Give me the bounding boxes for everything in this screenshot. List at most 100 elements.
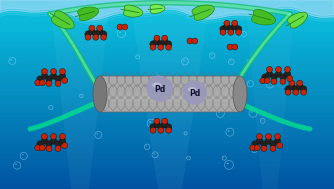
Polygon shape xyxy=(0,170,334,173)
Polygon shape xyxy=(0,9,334,13)
Polygon shape xyxy=(0,63,334,66)
Polygon shape xyxy=(0,151,334,154)
Polygon shape xyxy=(51,11,74,29)
Ellipse shape xyxy=(268,83,270,84)
Polygon shape xyxy=(287,12,308,28)
Ellipse shape xyxy=(162,35,168,41)
Ellipse shape xyxy=(122,24,128,30)
Ellipse shape xyxy=(289,80,295,86)
Ellipse shape xyxy=(165,124,172,130)
Polygon shape xyxy=(0,123,334,126)
Ellipse shape xyxy=(154,121,160,128)
Ellipse shape xyxy=(274,138,281,144)
Ellipse shape xyxy=(251,111,253,113)
Polygon shape xyxy=(0,142,334,145)
Polygon shape xyxy=(0,16,334,19)
Ellipse shape xyxy=(280,78,286,84)
Ellipse shape xyxy=(301,89,307,95)
Ellipse shape xyxy=(228,130,230,132)
Ellipse shape xyxy=(149,122,151,123)
Ellipse shape xyxy=(270,141,276,147)
Polygon shape xyxy=(0,164,334,167)
Ellipse shape xyxy=(165,41,172,47)
Ellipse shape xyxy=(265,138,272,144)
Ellipse shape xyxy=(147,76,170,99)
Polygon shape xyxy=(0,50,334,53)
Ellipse shape xyxy=(183,81,205,103)
Polygon shape xyxy=(0,173,334,176)
Ellipse shape xyxy=(254,145,260,151)
Polygon shape xyxy=(0,161,334,164)
Ellipse shape xyxy=(271,74,277,80)
Polygon shape xyxy=(245,0,295,189)
Ellipse shape xyxy=(275,71,282,77)
Ellipse shape xyxy=(80,95,81,96)
Ellipse shape xyxy=(187,38,193,44)
Ellipse shape xyxy=(232,20,238,26)
Polygon shape xyxy=(0,145,334,148)
Ellipse shape xyxy=(147,76,169,98)
Ellipse shape xyxy=(50,138,57,144)
Ellipse shape xyxy=(85,34,91,40)
Ellipse shape xyxy=(39,145,45,151)
Ellipse shape xyxy=(158,41,164,47)
Polygon shape xyxy=(0,79,334,82)
Ellipse shape xyxy=(232,44,238,50)
Ellipse shape xyxy=(235,26,242,32)
Ellipse shape xyxy=(97,133,98,134)
Polygon shape xyxy=(0,57,334,60)
Ellipse shape xyxy=(267,67,273,73)
Ellipse shape xyxy=(162,118,168,124)
Ellipse shape xyxy=(35,145,41,151)
Ellipse shape xyxy=(285,67,291,73)
Ellipse shape xyxy=(183,81,204,102)
Ellipse shape xyxy=(227,26,234,32)
Ellipse shape xyxy=(183,81,206,104)
Polygon shape xyxy=(0,126,334,129)
Ellipse shape xyxy=(183,81,203,101)
Polygon shape xyxy=(0,3,334,6)
Ellipse shape xyxy=(285,86,291,92)
Polygon shape xyxy=(0,44,334,47)
Polygon shape xyxy=(0,91,334,94)
Polygon shape xyxy=(0,148,334,151)
Polygon shape xyxy=(0,13,334,16)
Ellipse shape xyxy=(50,73,57,79)
Ellipse shape xyxy=(37,76,43,82)
Ellipse shape xyxy=(147,76,170,99)
Ellipse shape xyxy=(119,32,121,33)
Ellipse shape xyxy=(150,44,156,50)
Ellipse shape xyxy=(59,68,65,74)
Ellipse shape xyxy=(46,81,52,87)
Ellipse shape xyxy=(257,133,263,139)
Ellipse shape xyxy=(270,146,276,152)
Ellipse shape xyxy=(192,38,198,44)
Ellipse shape xyxy=(166,127,172,133)
Ellipse shape xyxy=(22,154,24,155)
Polygon shape xyxy=(0,76,334,79)
Polygon shape xyxy=(0,94,334,98)
Ellipse shape xyxy=(137,56,138,57)
Ellipse shape xyxy=(250,145,256,151)
Ellipse shape xyxy=(154,118,160,124)
Ellipse shape xyxy=(41,133,47,139)
Ellipse shape xyxy=(271,78,277,84)
Text: Pd: Pd xyxy=(189,88,201,98)
Ellipse shape xyxy=(147,76,173,102)
Ellipse shape xyxy=(261,146,267,152)
Ellipse shape xyxy=(147,76,171,100)
Polygon shape xyxy=(50,0,110,189)
Ellipse shape xyxy=(107,96,233,100)
Ellipse shape xyxy=(277,143,283,149)
Ellipse shape xyxy=(101,31,107,37)
Ellipse shape xyxy=(147,76,172,101)
Ellipse shape xyxy=(297,83,303,90)
Polygon shape xyxy=(0,60,334,63)
Ellipse shape xyxy=(46,141,52,147)
Ellipse shape xyxy=(147,76,171,100)
Text: Pd: Pd xyxy=(154,84,166,94)
Ellipse shape xyxy=(220,26,226,32)
Ellipse shape xyxy=(183,60,185,61)
Ellipse shape xyxy=(162,121,168,128)
Ellipse shape xyxy=(153,153,155,154)
